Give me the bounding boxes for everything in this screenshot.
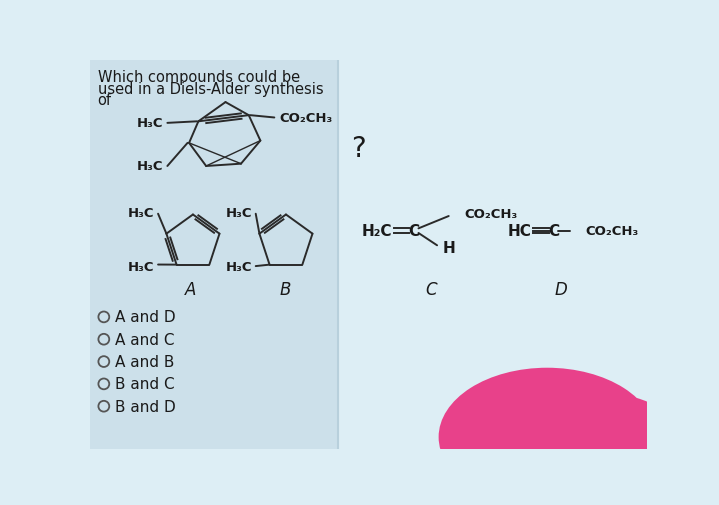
Text: A and C: A and C [114,332,174,347]
Text: H₃C: H₃C [226,260,252,273]
Text: C: C [408,224,419,239]
Text: C: C [425,281,436,298]
Text: H₃C: H₃C [128,260,154,273]
Text: C: C [548,224,559,239]
Text: CO₂CH₃: CO₂CH₃ [280,112,333,125]
Text: B and D: B and D [114,399,175,414]
FancyBboxPatch shape [90,61,338,449]
Text: B: B [280,281,291,298]
Text: ?: ? [351,134,366,162]
Text: H₂C: H₂C [362,224,392,239]
Text: used in a Diels-Alder synthesis: used in a Diels-Alder synthesis [98,81,324,96]
Text: H₃C: H₃C [137,117,163,130]
Text: CO₂CH₃: CO₂CH₃ [586,225,639,238]
Text: H₃C: H₃C [226,206,252,219]
Text: D: D [554,281,567,298]
Text: H₃C: H₃C [128,206,154,219]
Text: A and B: A and B [114,355,174,369]
Ellipse shape [524,395,678,504]
Text: CO₂CH₃: CO₂CH₃ [464,208,518,221]
Text: B and C: B and C [114,377,174,391]
Text: H: H [442,240,455,256]
Text: A and D: A and D [114,310,175,325]
Text: A: A [185,281,196,298]
Text: H₃C: H₃C [137,160,163,173]
Text: HC: HC [508,224,531,239]
Ellipse shape [439,368,656,505]
Text: Which compounds could be: Which compounds could be [98,70,300,85]
Text: of: of [98,93,111,108]
